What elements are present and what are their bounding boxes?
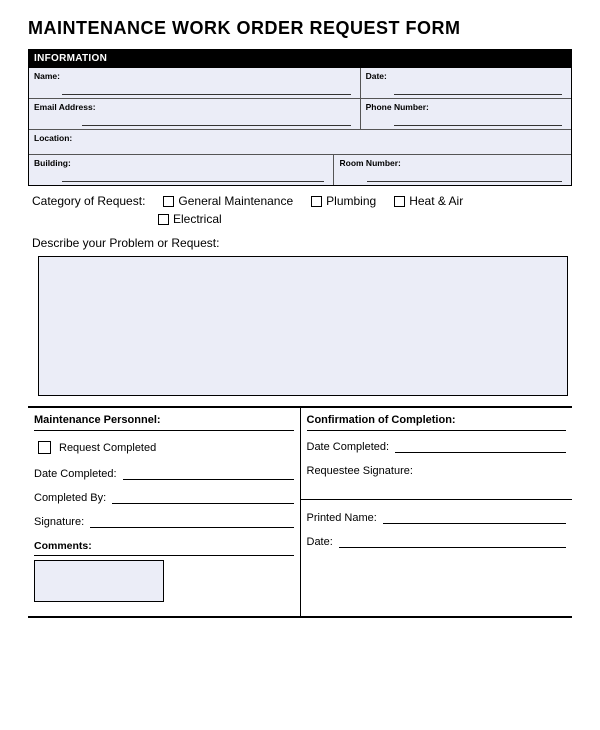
category-plumbing[interactable]: Plumbing: [311, 194, 376, 208]
email-field[interactable]: Email Address:: [29, 99, 361, 129]
personnel-date-completed[interactable]: Date Completed:: [34, 468, 294, 480]
personnel-completed-by[interactable]: Completed By:: [34, 492, 294, 504]
personnel-signature[interactable]: Signature:: [34, 516, 294, 528]
phone-field[interactable]: Phone Number:: [361, 99, 571, 129]
date-field[interactable]: Date:: [361, 68, 571, 98]
information-grid: Name: Date: Email Address: Phone Number:…: [28, 68, 572, 186]
category-electrical[interactable]: Electrical: [158, 212, 222, 226]
category-label: Category of Request:: [32, 194, 145, 208]
checkbox-icon: [158, 214, 169, 225]
comments-textarea[interactable]: [34, 560, 164, 602]
request-completed-checkbox[interactable]: Request Completed: [38, 441, 294, 454]
phone-label: Phone Number:: [366, 102, 566, 112]
email-label: Email Address:: [34, 102, 355, 112]
category-row: Category of Request: General Maintenance…: [28, 186, 572, 212]
confirmation-date-completed[interactable]: Date Completed:: [307, 441, 567, 453]
category-row-2: Electrical: [28, 212, 572, 230]
room-field[interactable]: Room Number:: [334, 155, 571, 185]
personnel-title: Maintenance Personnel:: [34, 414, 294, 431]
name-field[interactable]: Name:: [29, 68, 361, 98]
category-general[interactable]: General Maintenance: [163, 194, 293, 208]
comments-label: Comments:: [34, 540, 294, 556]
confirmation-title: Confirmation of Completion:: [307, 414, 567, 431]
building-label: Building:: [34, 158, 328, 168]
confirmation-printed-name[interactable]: Printed Name:: [307, 512, 567, 524]
location-label: Location:: [34, 133, 566, 143]
date-label: Date:: [366, 71, 566, 81]
name-label: Name:: [34, 71, 355, 81]
bottom-section: Maintenance Personnel: Request Completed…: [28, 406, 572, 616]
checkbox-icon: [38, 441, 51, 454]
maintenance-personnel-section: Maintenance Personnel: Request Completed…: [28, 408, 301, 616]
describe-label: Describe your Problem or Request:: [28, 230, 572, 254]
room-label: Room Number:: [339, 158, 566, 168]
confirmation-requestee-sig[interactable]: Requestee Signature:: [307, 465, 567, 477]
confirmation-date[interactable]: Date:: [307, 536, 567, 548]
form-title: MAINTENANCE WORK ORDER REQUEST FORM: [28, 18, 572, 39]
checkbox-icon: [311, 196, 322, 207]
building-field[interactable]: Building:: [29, 155, 334, 185]
information-header: INFORMATION: [28, 49, 572, 68]
checkbox-icon: [394, 196, 405, 207]
location-field[interactable]: Location:: [29, 130, 571, 154]
confirmation-section: Confirmation of Completion: Date Complet…: [301, 408, 573, 616]
checkbox-icon: [163, 196, 174, 207]
request-completed-label: Request Completed: [59, 442, 156, 454]
describe-textarea[interactable]: [38, 256, 568, 396]
category-heat-air[interactable]: Heat & Air: [394, 194, 463, 208]
